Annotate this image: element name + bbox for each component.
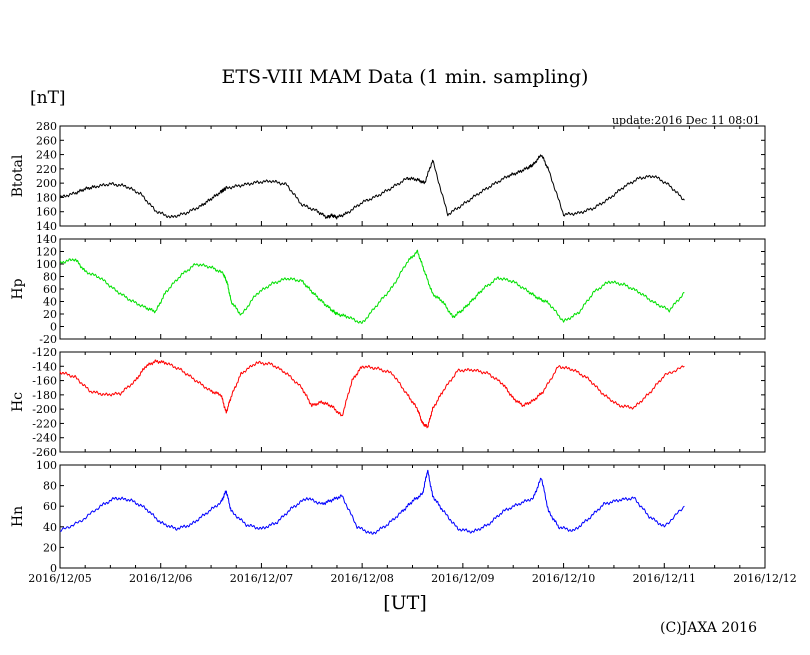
y-tick-label: 100: [36, 459, 57, 472]
unit-label: [nT]: [30, 88, 66, 108]
y-tick-label: 80: [43, 271, 57, 284]
series-hc: [59, 359, 685, 429]
panel-label: Btotal: [10, 154, 26, 197]
update-timestamp: update:2016 Dec 11 08:01: [611, 114, 760, 127]
y-tick-label: -20: [39, 333, 57, 346]
panel-frame: [59, 125, 766, 227]
y-tick-label: 40: [43, 521, 57, 534]
x-tick-label: 2016/12/07: [230, 572, 293, 585]
y-tick-label: 20: [43, 541, 57, 554]
x-axis-ticks: 2016/12/05 2016/12/06 2016/12/07 2016/12/08…: [28, 572, 796, 585]
series-hn: [59, 469, 685, 535]
y-tick-label: 0: [50, 562, 57, 575]
y-tick-label: 60: [43, 500, 57, 513]
x-tick-label: 2016/12/12: [733, 572, 796, 585]
y-tick-label: -160: [32, 375, 57, 388]
y-tick-label: 60: [43, 283, 57, 296]
y-tick-label: 0: [50, 321, 57, 334]
chart-title: ETS-VIII MAM Data (1 min. sampling): [221, 66, 589, 88]
panel-label: Hp: [10, 278, 26, 299]
y-tick-label: 200: [36, 177, 57, 190]
x-tick-label: 2016/12/05: [28, 572, 91, 585]
x-tick-label: 2016/12/11: [633, 572, 696, 585]
y-tick-label: 20: [43, 308, 57, 321]
y-tick-label: -120: [32, 346, 57, 359]
y-tick-label: 240: [36, 149, 57, 162]
panel-label: Hn: [10, 506, 26, 527]
y-tick-label: 120: [36, 246, 57, 259]
x-tick-label: 2016/12/06: [129, 572, 192, 585]
y-tick-label: 260: [36, 134, 57, 147]
y-tick-label: 100: [36, 258, 57, 271]
panel-label: Hc: [10, 392, 26, 412]
series-hp: [59, 249, 685, 324]
y-tick-label: -180: [32, 389, 57, 402]
y-tick-label: -240: [32, 432, 57, 445]
y-tick-label: 140: [36, 220, 57, 233]
panel-hn: 0 20 40 60 80 100 Hn: [10, 459, 766, 575]
panel-frame: [59, 464, 766, 569]
y-tick-label: 160: [36, 206, 57, 219]
x-tick-label: 2016/12/09: [431, 572, 494, 585]
y-tick-label: 140: [36, 233, 57, 246]
panel-hc: -260-240 -220-200-180-160 -140-120 Hc: [10, 346, 766, 459]
y-tick-label: 220: [36, 163, 57, 176]
y-tick-label: 40: [43, 296, 57, 309]
y-tick-label: 280: [36, 120, 57, 133]
panel-frame: [59, 238, 766, 340]
panels-layer: 140160180200220240260280Btotal-200204060…: [10, 120, 766, 575]
y-tick-label: -260: [32, 446, 57, 459]
y-tick-label: 80: [43, 480, 57, 493]
y-tick-label: 180: [36, 191, 57, 204]
x-axis-label: [UT]: [383, 592, 427, 614]
y-tick-label: -140: [32, 360, 57, 373]
copyright-text: (C)JAXA 2016: [659, 620, 757, 636]
x-tick-label: 2016/12/08: [330, 572, 393, 585]
series-btotal: [59, 154, 685, 220]
x-tick-label: 2016/12/10: [532, 572, 595, 585]
y-tick-label: -220: [32, 417, 57, 430]
y-tick-label: -200: [32, 403, 57, 416]
